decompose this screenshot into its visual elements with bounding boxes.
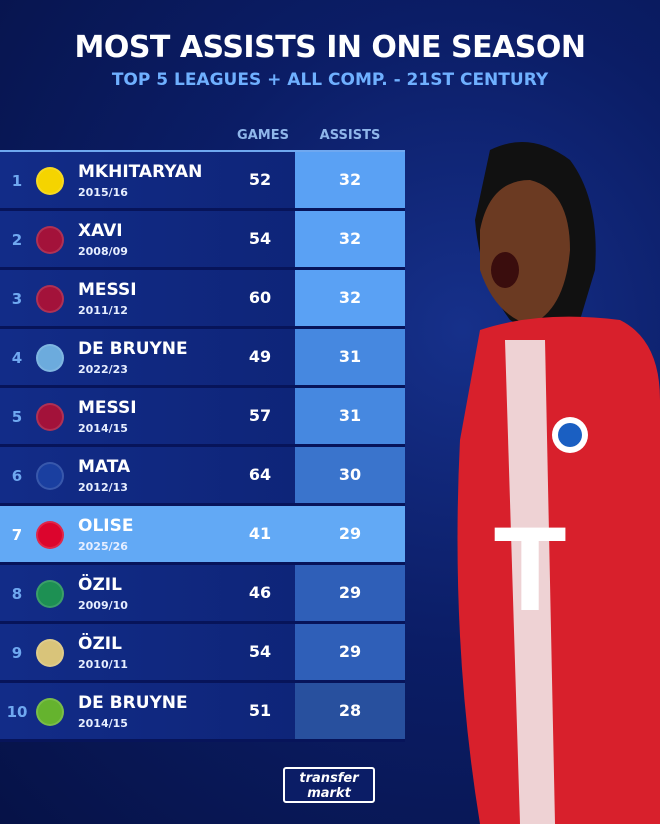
player-name: MATA [78, 457, 131, 477]
rank: 9 [11, 644, 23, 662]
table-row: 9 ÖZIL 2010/11 54 29 [0, 624, 405, 683]
assists-value: 28 [295, 683, 405, 739]
barcelona-crest-icon [36, 285, 64, 313]
season: 2014/15 [78, 422, 128, 435]
assists-header: ASSISTS [319, 128, 381, 143]
barcelona-crest-icon [36, 226, 64, 254]
games-value: 52 [248, 170, 272, 189]
dortmund-crest-icon [36, 167, 64, 195]
table-row: 4 DE BRUYNE 2022/23 49 31 [0, 329, 405, 388]
season: 2015/16 [78, 186, 128, 199]
table-row: 3 MESSI 2011/12 60 32 [0, 270, 405, 329]
transfermarkt-logo: transfer markt [283, 767, 375, 803]
rank: 6 [11, 467, 23, 485]
ranking-table: 1 MKHITARYAN 2015/16 52 32 2 XAVI 2008/09… [0, 150, 405, 742]
games-value: 46 [248, 583, 272, 602]
games-value: 51 [248, 701, 272, 720]
player-name: XAVI [78, 221, 123, 241]
table-row: 7 OLISE 2025/26 41 29 [0, 506, 405, 565]
rank: 2 [11, 231, 23, 249]
player-name: MESSI [78, 398, 137, 418]
assists-value: 29 [295, 506, 405, 562]
assists-value: 32 [295, 270, 405, 326]
season: 2011/12 [78, 304, 128, 317]
player-name: DE BRUYNE [78, 339, 188, 359]
rank: 3 [11, 290, 23, 308]
season: 2025/26 [78, 540, 128, 553]
table-row: 5 MESSI 2014/15 57 31 [0, 388, 405, 447]
assists-value: 30 [295, 447, 405, 503]
player-name: DE BRUYNE [78, 693, 188, 713]
player-name: ÖZIL [78, 634, 122, 654]
games-value: 60 [248, 288, 272, 307]
rank: 5 [11, 408, 23, 426]
season: 2009/10 [78, 599, 128, 612]
chelsea-crest-icon [36, 462, 64, 490]
rank: 8 [11, 585, 23, 603]
man-city-crest-icon [36, 344, 64, 372]
table-row: 10 DE BRUYNE 2014/15 51 28 [0, 683, 405, 742]
games-value: 54 [248, 229, 272, 248]
assists-value: 29 [295, 624, 405, 680]
games-value: 49 [248, 347, 272, 366]
table-row: 6 MATA 2012/13 64 30 [0, 447, 405, 506]
season: 2012/13 [78, 481, 128, 494]
page-title: MOST ASSISTS IN ONE SEASON [74, 30, 586, 65]
games-value: 41 [248, 524, 272, 543]
bayern-crest-icon [36, 521, 64, 549]
player-name: MKHITARYAN [78, 162, 203, 182]
logo-line1: transfer [299, 771, 359, 786]
season: 2014/15 [78, 717, 128, 730]
real-madrid-werder-crest-icon [36, 639, 64, 667]
games-header: GAMES [237, 128, 289, 143]
games-value: 57 [248, 406, 272, 425]
rank: 10 [6, 703, 28, 721]
table-row: 8 ÖZIL 2009/10 46 29 [0, 565, 405, 624]
rank: 1 [11, 172, 23, 190]
games-value: 64 [248, 465, 272, 484]
assists-value: 31 [295, 329, 405, 385]
player-name: ÖZIL [78, 575, 122, 595]
player-name: MESSI [78, 280, 137, 300]
season: 2022/23 [78, 363, 128, 376]
player-name: OLISE [78, 516, 134, 536]
assists-value: 29 [295, 565, 405, 621]
werder-crest-icon [36, 580, 64, 608]
games-value: 54 [248, 642, 272, 661]
rank: 4 [11, 349, 23, 367]
logo-line2: markt [307, 786, 351, 801]
svg-text:T: T [493, 502, 566, 636]
assists-value: 32 [295, 211, 405, 267]
player-photo: T [457, 142, 660, 824]
table-row: 1 MKHITARYAN 2015/16 52 32 [0, 152, 405, 211]
assists-value: 32 [295, 152, 405, 208]
wolfsburg-crest-icon [36, 698, 64, 726]
season: 2010/11 [78, 658, 128, 671]
rank: 7 [11, 526, 23, 544]
table-row: 2 XAVI 2008/09 54 32 [0, 211, 405, 270]
season: 2008/09 [78, 245, 128, 258]
assists-value: 31 [295, 388, 405, 444]
page-subtitle: TOP 5 LEAGUES + ALL COMP. - 21ST CENTURY [111, 70, 549, 90]
barcelona-crest-icon [36, 403, 64, 431]
